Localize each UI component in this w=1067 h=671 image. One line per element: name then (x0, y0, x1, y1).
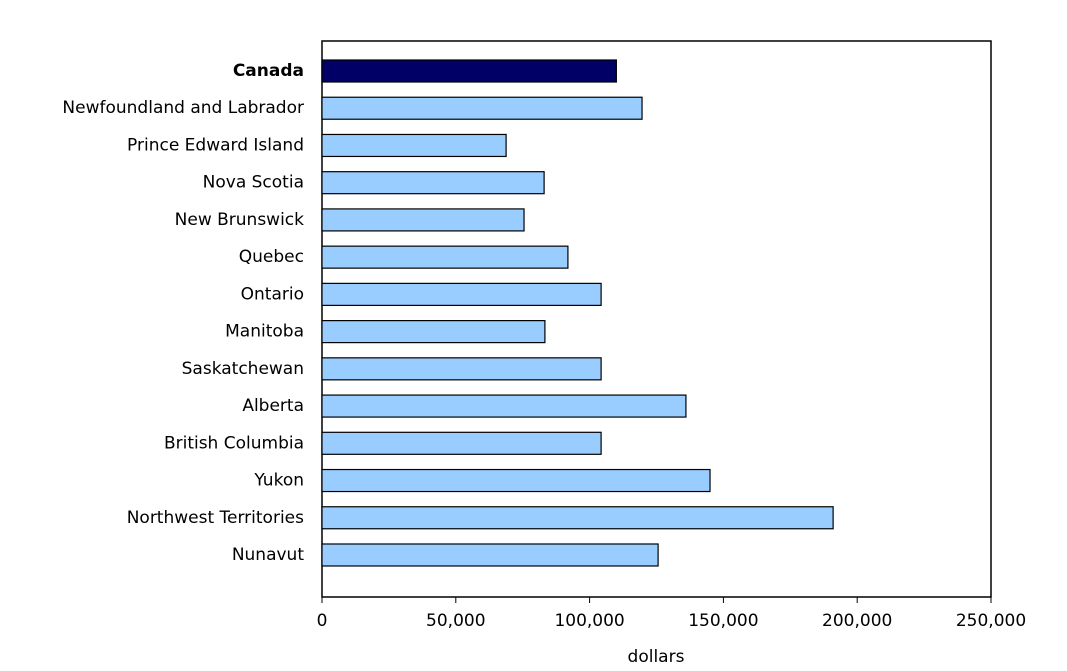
y-tick-label: Ontario (241, 284, 304, 304)
y-tick-label: Quebec (239, 247, 304, 267)
bar (321, 282, 602, 306)
bar (321, 543, 659, 567)
x-tick-label: 150,000 (688, 611, 758, 631)
bar (321, 208, 525, 232)
bar (321, 133, 507, 158)
y-tick-label: Newfoundland and Labrador (62, 98, 304, 118)
x-tick-label: 100,000 (554, 611, 624, 631)
x-tick-label: 50,000 (426, 611, 485, 631)
bar (321, 96, 643, 120)
y-tick-label: Manitoba (225, 322, 304, 342)
y-tick-label: New Brunswick (175, 210, 305, 230)
y-tick-label: British Columbia (164, 433, 304, 453)
y-tick-label: Alberta (242, 396, 304, 416)
y-tick-label: Northwest Territories (127, 508, 304, 528)
bar (321, 320, 546, 344)
bar (321, 431, 602, 455)
x-axis-label: dollars (628, 647, 685, 667)
bar (321, 506, 834, 530)
bar (321, 468, 711, 493)
x-tick-label: 200,000 (822, 611, 892, 631)
y-tick-label: Prince Edward Island (127, 135, 304, 155)
x-tick-label: 250,000 (956, 611, 1026, 631)
y-tick-label: Canada (233, 61, 304, 81)
plot-frame (321, 40, 992, 598)
y-tick-label: Yukon (253, 471, 304, 491)
bar (321, 171, 545, 195)
x-tick-label: 0 (317, 611, 328, 631)
bar (321, 357, 602, 381)
y-tick-label: Nova Scotia (203, 173, 304, 193)
y-tick-label: Saskatchewan (182, 359, 304, 379)
bar (321, 59, 617, 83)
bar (321, 245, 569, 269)
bar (321, 394, 687, 418)
y-tick-label: Nunavut (232, 545, 305, 565)
